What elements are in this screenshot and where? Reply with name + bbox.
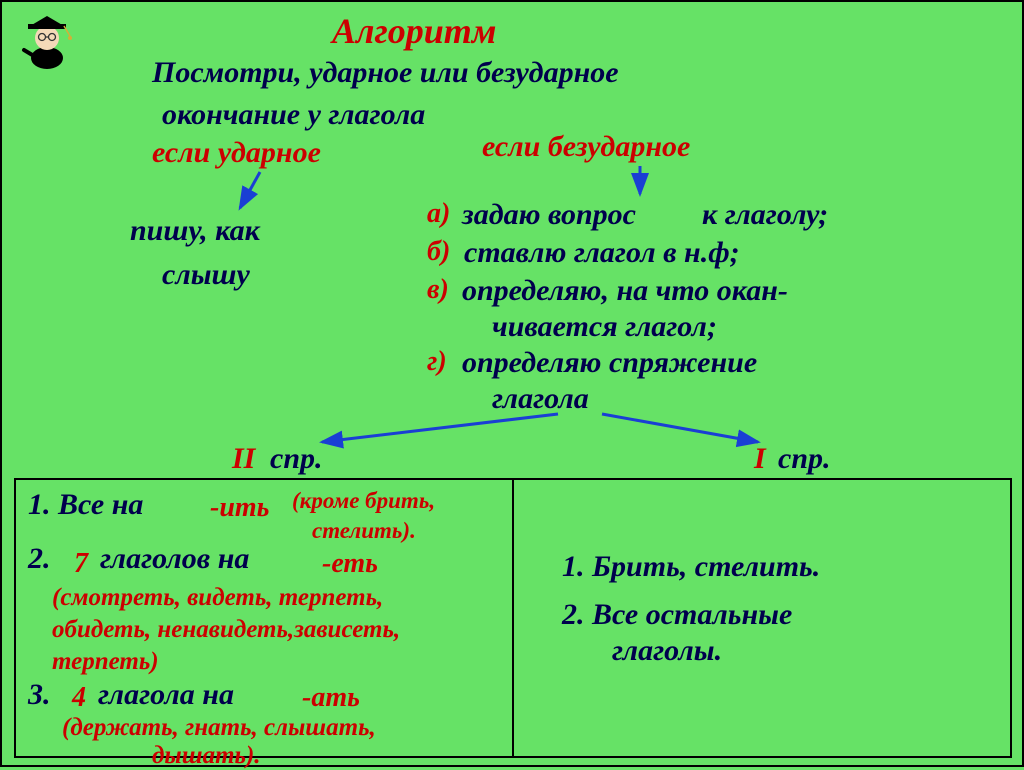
box-divider [512, 478, 514, 758]
intro-line-1: Посмотри, ударное или безударное [152, 56, 619, 90]
step-d-text-1: определяю спряжение [462, 346, 757, 380]
step-d-text-2: глагола [492, 382, 589, 416]
stressed-action-1: пишу, как [130, 214, 260, 248]
step-b-text: ставлю глагол в н.ф; [464, 236, 740, 270]
conj1-rule1: 1. Брить, стелить. [562, 550, 820, 584]
conj2-rule1-note1: (кроме брить, [292, 488, 435, 514]
conj2-rule2-mid: глаголов на [100, 542, 249, 576]
conj2-rule3-ending: -ать [302, 682, 360, 714]
conj1-rule2a: 2. Все остальные [562, 598, 792, 632]
step-a-text-2: к глаголу; [702, 198, 828, 232]
conj2-rule2-prefix: 2. [28, 542, 51, 576]
conj2-rule3-prefix: 3. [28, 678, 51, 712]
conj1-rule2b: глаголы. [612, 634, 722, 668]
branch-unstressed-condition: если безударное [482, 130, 690, 164]
step-b-marker: б) [427, 236, 450, 268]
conj2-rule2-count: 7 [74, 548, 88, 580]
conj2-spr: спр. [270, 442, 323, 476]
step-a-marker: а) [427, 198, 450, 230]
conj1-spr: спр. [778, 442, 831, 476]
conj2-rule2-verbs2: обидеть, ненавидеть,зависеть, [52, 616, 400, 644]
step-c-text-1: определяю, на что окан- [462, 274, 788, 308]
conj1-roman: I [754, 442, 766, 476]
conj2-rule2-verbs3: терпеть) [52, 648, 159, 676]
step-c-text-2: чивается глагол; [492, 310, 717, 344]
scholar-icon [20, 10, 74, 70]
step-c-marker: в) [427, 274, 449, 306]
intro-line-2: окончание у глагола [162, 98, 425, 132]
step-d-marker: г) [427, 346, 447, 378]
conj2-rule2-verbs1: (смотреть, видеть, терпеть, [52, 584, 383, 612]
step-a-text-1: задаю вопрос [462, 198, 636, 232]
stressed-action-2: слышу [162, 258, 250, 292]
conj2-rule3-mid: глагола на [98, 678, 234, 712]
conj2-rule2-ending: -еть [322, 548, 378, 580]
conj2-rule1-note2: стелить). [312, 518, 416, 544]
branch-stressed-condition: если ударное [152, 136, 321, 170]
conj2-rule3-verbs: (держать, гнать, слышать,дышать). [62, 714, 376, 770]
conj2-rule1-ending: -ить [210, 492, 269, 524]
conj2-rule1-prefix: 1. Все на [28, 488, 143, 522]
conj2-rule3-count: 4 [72, 682, 86, 714]
conj2-roman: II [232, 442, 255, 476]
page-title: Алгоритм [332, 10, 496, 52]
